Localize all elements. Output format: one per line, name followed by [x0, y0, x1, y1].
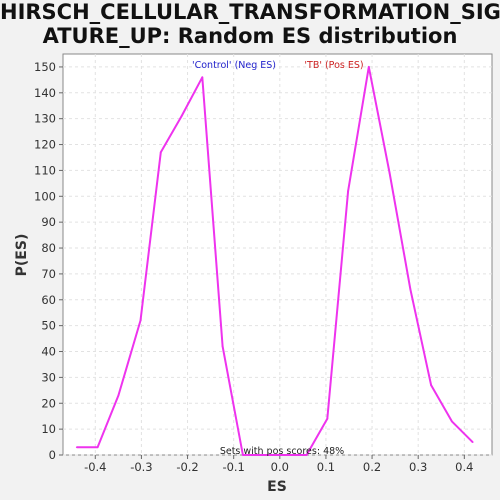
plot-area	[62, 53, 493, 456]
data-point	[75, 446, 78, 449]
x-axis-ticks: -0.4 -0.3 -0.2 -0.1 0.0 0.1 0.2 0.3 0.4	[84, 455, 473, 474]
grid-lines	[63, 54, 492, 456]
y-axis-ticks: 0 10 20 30 40 50 60 70 80 90 100 110 120 130 140 150	[34, 60, 63, 462]
legend-entry-control: 'Control' (Neg ES)	[192, 60, 276, 71]
y-tick-label: 80	[41, 241, 56, 255]
data-point	[409, 288, 412, 291]
data-point	[139, 319, 142, 322]
y-tick-label: 50	[41, 319, 56, 333]
y-tick-label: 120	[34, 138, 56, 152]
y-tick-label: 110	[34, 163, 56, 177]
chart-title-line1: HIRSCH_CELLULAR_TRANSFORMATION_SIGN	[0, 0, 500, 24]
legend-entry-tb: 'TB' (Pos ES)	[304, 60, 363, 71]
y-tick-label: 70	[41, 267, 56, 281]
data-point	[221, 345, 224, 348]
data-point	[450, 420, 453, 423]
y-tick-label: 40	[41, 345, 56, 359]
data-point	[96, 446, 99, 449]
data-point	[347, 190, 349, 193]
y-tick-label: 140	[34, 86, 56, 100]
y-tick-label: 90	[41, 215, 56, 229]
y-tick-label: 150	[34, 60, 56, 74]
y-axis-label: P(ES)	[14, 234, 30, 277]
data-point	[117, 394, 120, 397]
data-point	[159, 151, 162, 154]
data-point	[283, 454, 286, 456]
y-tick-label: 0	[49, 448, 56, 462]
x-tick-label: 0.0	[271, 460, 289, 474]
x-tick-label: -0.4	[84, 460, 106, 474]
annotation-pos-scores: Sets with pos scores: 48%	[220, 446, 344, 457]
series-group	[75, 65, 474, 456]
data-point	[262, 454, 265, 456]
data-point	[388, 172, 391, 174]
data-point	[367, 66, 370, 68]
x-tick-label: 0.2	[363, 460, 381, 474]
y-tick-label: 130	[34, 112, 56, 126]
y-tick-label: 60	[41, 293, 56, 307]
data-point	[180, 115, 183, 117]
y-tick-label: 20	[41, 396, 56, 410]
x-tick-label: -0.3	[130, 460, 152, 474]
data-point	[430, 384, 433, 387]
y-tick-label: 10	[41, 422, 56, 436]
data-point	[471, 441, 474, 443]
data-point	[201, 76, 204, 79]
data-point	[242, 454, 244, 456]
x-axis-label: ES	[267, 479, 287, 495]
x-tick-label: 0.4	[455, 460, 473, 474]
data-point	[326, 417, 329, 420]
x-tick-label: -0.1	[222, 460, 244, 474]
y-tick-label: 100	[34, 189, 56, 203]
data-point	[305, 454, 308, 456]
y-tick-label: 30	[41, 370, 56, 384]
x-tick-label: 0.3	[409, 460, 427, 474]
chart-title-line2: ATURE_UP: Random ES distribution	[42, 24, 458, 48]
chart-title: HIRSCH_CELLULAR_TRANSFORMATION_SIGN ATUR…	[0, 0, 500, 48]
x-tick-label: -0.2	[176, 460, 198, 474]
x-tick-label: 0.1	[317, 460, 335, 474]
series-line	[76, 65, 474, 456]
